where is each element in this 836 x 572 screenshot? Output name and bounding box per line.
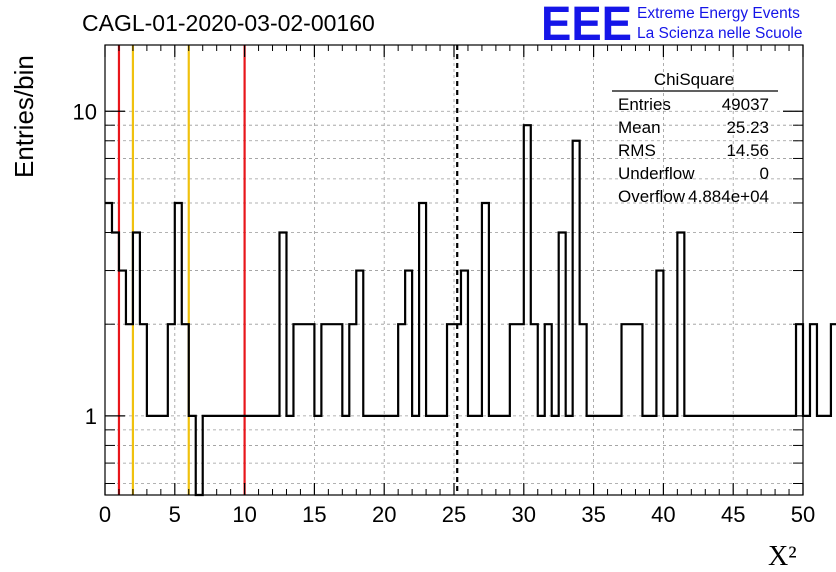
stats-value-mean: 25.23 <box>726 118 769 137</box>
x-axis: 0 5 10 15 20 25 30 35 40 45 50 <box>99 45 815 527</box>
stats-value-overflow: 4.884e+04 <box>688 187 769 206</box>
x-tick-label: 25 <box>442 502 466 527</box>
stats-value-underflow: 0 <box>760 164 769 183</box>
chart-title: CAGL-01-2020-03-02-00160 <box>82 10 375 36</box>
x-tick-label: 0 <box>99 502 111 527</box>
x-tick-label: 50 <box>791 502 815 527</box>
stats-title: ChiSquare <box>654 70 734 89</box>
grid <box>105 45 803 495</box>
x-tick-label: 30 <box>512 502 536 527</box>
x-tick-label: 15 <box>302 502 326 527</box>
logo-line-1: Extreme Energy Events <box>637 5 800 22</box>
stats-box: ChiSquare Entries 49037 Mean 25.23 RMS 1… <box>612 70 778 206</box>
stats-value-rms: 14.56 <box>726 141 769 160</box>
y-axis: 1 10 <box>73 99 803 484</box>
x-tick-label: 20 <box>372 502 396 527</box>
x-axis-label: X² <box>768 541 797 572</box>
logo-mark: EEE <box>541 0 632 51</box>
x-tick-label: 40 <box>651 502 675 527</box>
histogram-line <box>105 124 836 497</box>
stats-label-rms: RMS <box>618 141 656 160</box>
stats-value-entries: 49037 <box>722 95 769 114</box>
y-tick-label: 1 <box>85 404 97 429</box>
y-axis-label: Entries/bin <box>9 55 39 178</box>
stats-label-mean: Mean <box>618 118 661 137</box>
x-tick-label: 10 <box>232 502 256 527</box>
stats-label-overflow: Overflow <box>618 187 686 206</box>
logo-line-2: La Scienza nelle Scuole <box>637 25 802 42</box>
x-tick-label: 45 <box>721 502 745 527</box>
stats-label-entries: Entries <box>618 95 671 114</box>
stats-label-underflow: Underflow <box>618 164 695 183</box>
y-tick-label: 10 <box>73 99 97 124</box>
eee-logo: EEE Extreme Energy Events La Scienza nel… <box>541 0 802 51</box>
x-tick-label: 35 <box>581 502 605 527</box>
x-tick-label: 5 <box>169 502 181 527</box>
